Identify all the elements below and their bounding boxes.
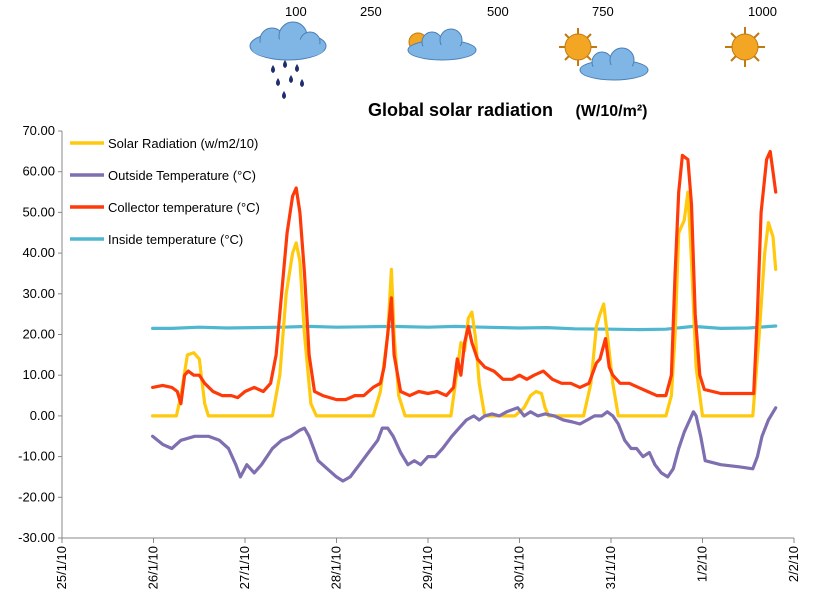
y-tick-label: 30.00 [22,286,55,301]
y-tick-label: 60.00 [22,164,55,179]
y-tick-label: -30.00 [18,530,55,545]
weather-scale: 100 250 500 750 1000 [249,4,777,120]
scale-label-100: 100 [285,4,307,19]
x-tick-label: 26/1/10 [146,546,161,589]
y-tick-label: 50.00 [22,204,55,219]
x-tick-label: 28/1/10 [329,546,344,589]
legend-label: Solar Radiation (w/m2/10) [108,136,258,151]
legend-label: Outside Temperature (°C) [108,168,256,183]
x-tick-label: 30/1/10 [512,546,527,589]
legend-label: Collector temperature (°C) [108,200,260,215]
y-tick-label: -10.00 [18,449,55,464]
x-tick-label: 27/1/10 [237,546,252,589]
y-tick-label: 40.00 [22,245,55,260]
series-line-2 [151,149,778,406]
y-tick-label: 70.00 [22,123,55,138]
x-tick-label: 31/1/10 [603,546,618,589]
x-tick-label: 2/2/10 [786,546,801,582]
y-tick-label: -20.00 [18,489,55,504]
x-tick-label: 1/2/10 [695,546,710,582]
series-lines [151,149,778,483]
sun-icon [725,27,765,67]
scale-label-1000: 1000 [748,4,777,19]
series-line-0 [151,190,778,418]
y-tick-label: 10.00 [22,367,55,382]
legend-label: Inside temperature (°C) [108,232,243,247]
scale-label-250: 250 [360,4,382,19]
scale-title-text: Global solar radiation [368,100,553,120]
cloud-sun-icon [407,28,477,61]
y-tick-label: 20.00 [22,327,55,342]
legend: Solar Radiation (w/m2/10) Outside Tempera… [70,136,260,247]
x-axis-ticks: 25/1/10 26/1/10 27/1/10 28/1/10 29/1/10 30/1/… [54,538,801,589]
series-line-3 [151,324,778,332]
x-tick-label: 25/1/10 [54,546,69,589]
sun-cloud-icon [559,28,649,81]
scale-unit-text: (W/10/m²) [576,103,648,120]
scale-label-500: 500 [487,4,509,19]
series-line-1 [151,406,778,483]
y-axis-ticks: 70.00 60.00 50.00 40.00 30.00 20.00 10.00 0.00 -… [18,123,62,545]
y-tick-label: 0.00 [30,408,55,423]
x-tick-label: 29/1/10 [420,546,435,589]
plot-area: 70.00 60.00 50.00 40.00 30.00 20.00 10.00 0.00 -… [18,123,801,589]
scale-label-750: 750 [592,4,614,19]
scale-title: Global solar radiation (W/10/m²) [368,100,648,120]
rain-cloud-icon [249,21,327,99]
